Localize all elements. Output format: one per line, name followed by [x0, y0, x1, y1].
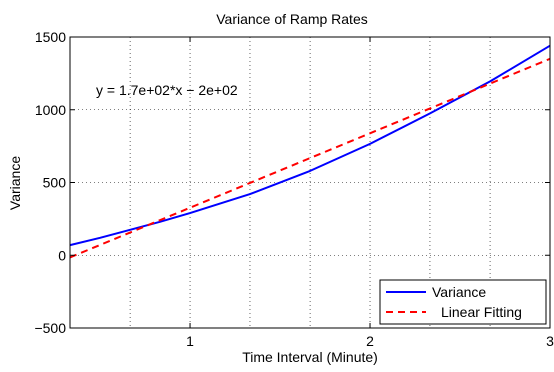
legend-box — [379, 279, 547, 325]
fit-equation-annotation: y = 1.7e+02*x − 2e+02 — [96, 82, 238, 98]
series-line-variance — [69, 44, 551, 247]
ticks: 1 2 3 −500 0 500 1000 1500 — [34, 29, 554, 349]
grid — [70, 37, 550, 328]
y-tick-label: 500 — [43, 175, 67, 191]
y-tick-label: 1000 — [35, 102, 66, 118]
series-line-linear-fitting — [69, 57, 551, 259]
y-tick-label: 1500 — [35, 29, 66, 45]
y-tick-label: 0 — [58, 247, 66, 263]
x-tick-label: 1 — [186, 333, 194, 349]
legend-label-linear-fitting: Linear Fitting — [441, 304, 522, 320]
series-group — [69, 44, 551, 259]
chart-title: Variance of Ramp Rates — [216, 11, 367, 27]
legend: Variance Linear Fitting — [379, 279, 547, 325]
y-axis-label: Variance — [7, 156, 23, 210]
legend-label-variance: Variance — [432, 284, 486, 300]
x-tick-label: 2 — [366, 333, 374, 349]
x-tick-label: 3 — [546, 333, 554, 349]
x-axis-label: Time Interval (Minute) — [242, 349, 378, 365]
y-tick-label: −500 — [34, 320, 66, 336]
